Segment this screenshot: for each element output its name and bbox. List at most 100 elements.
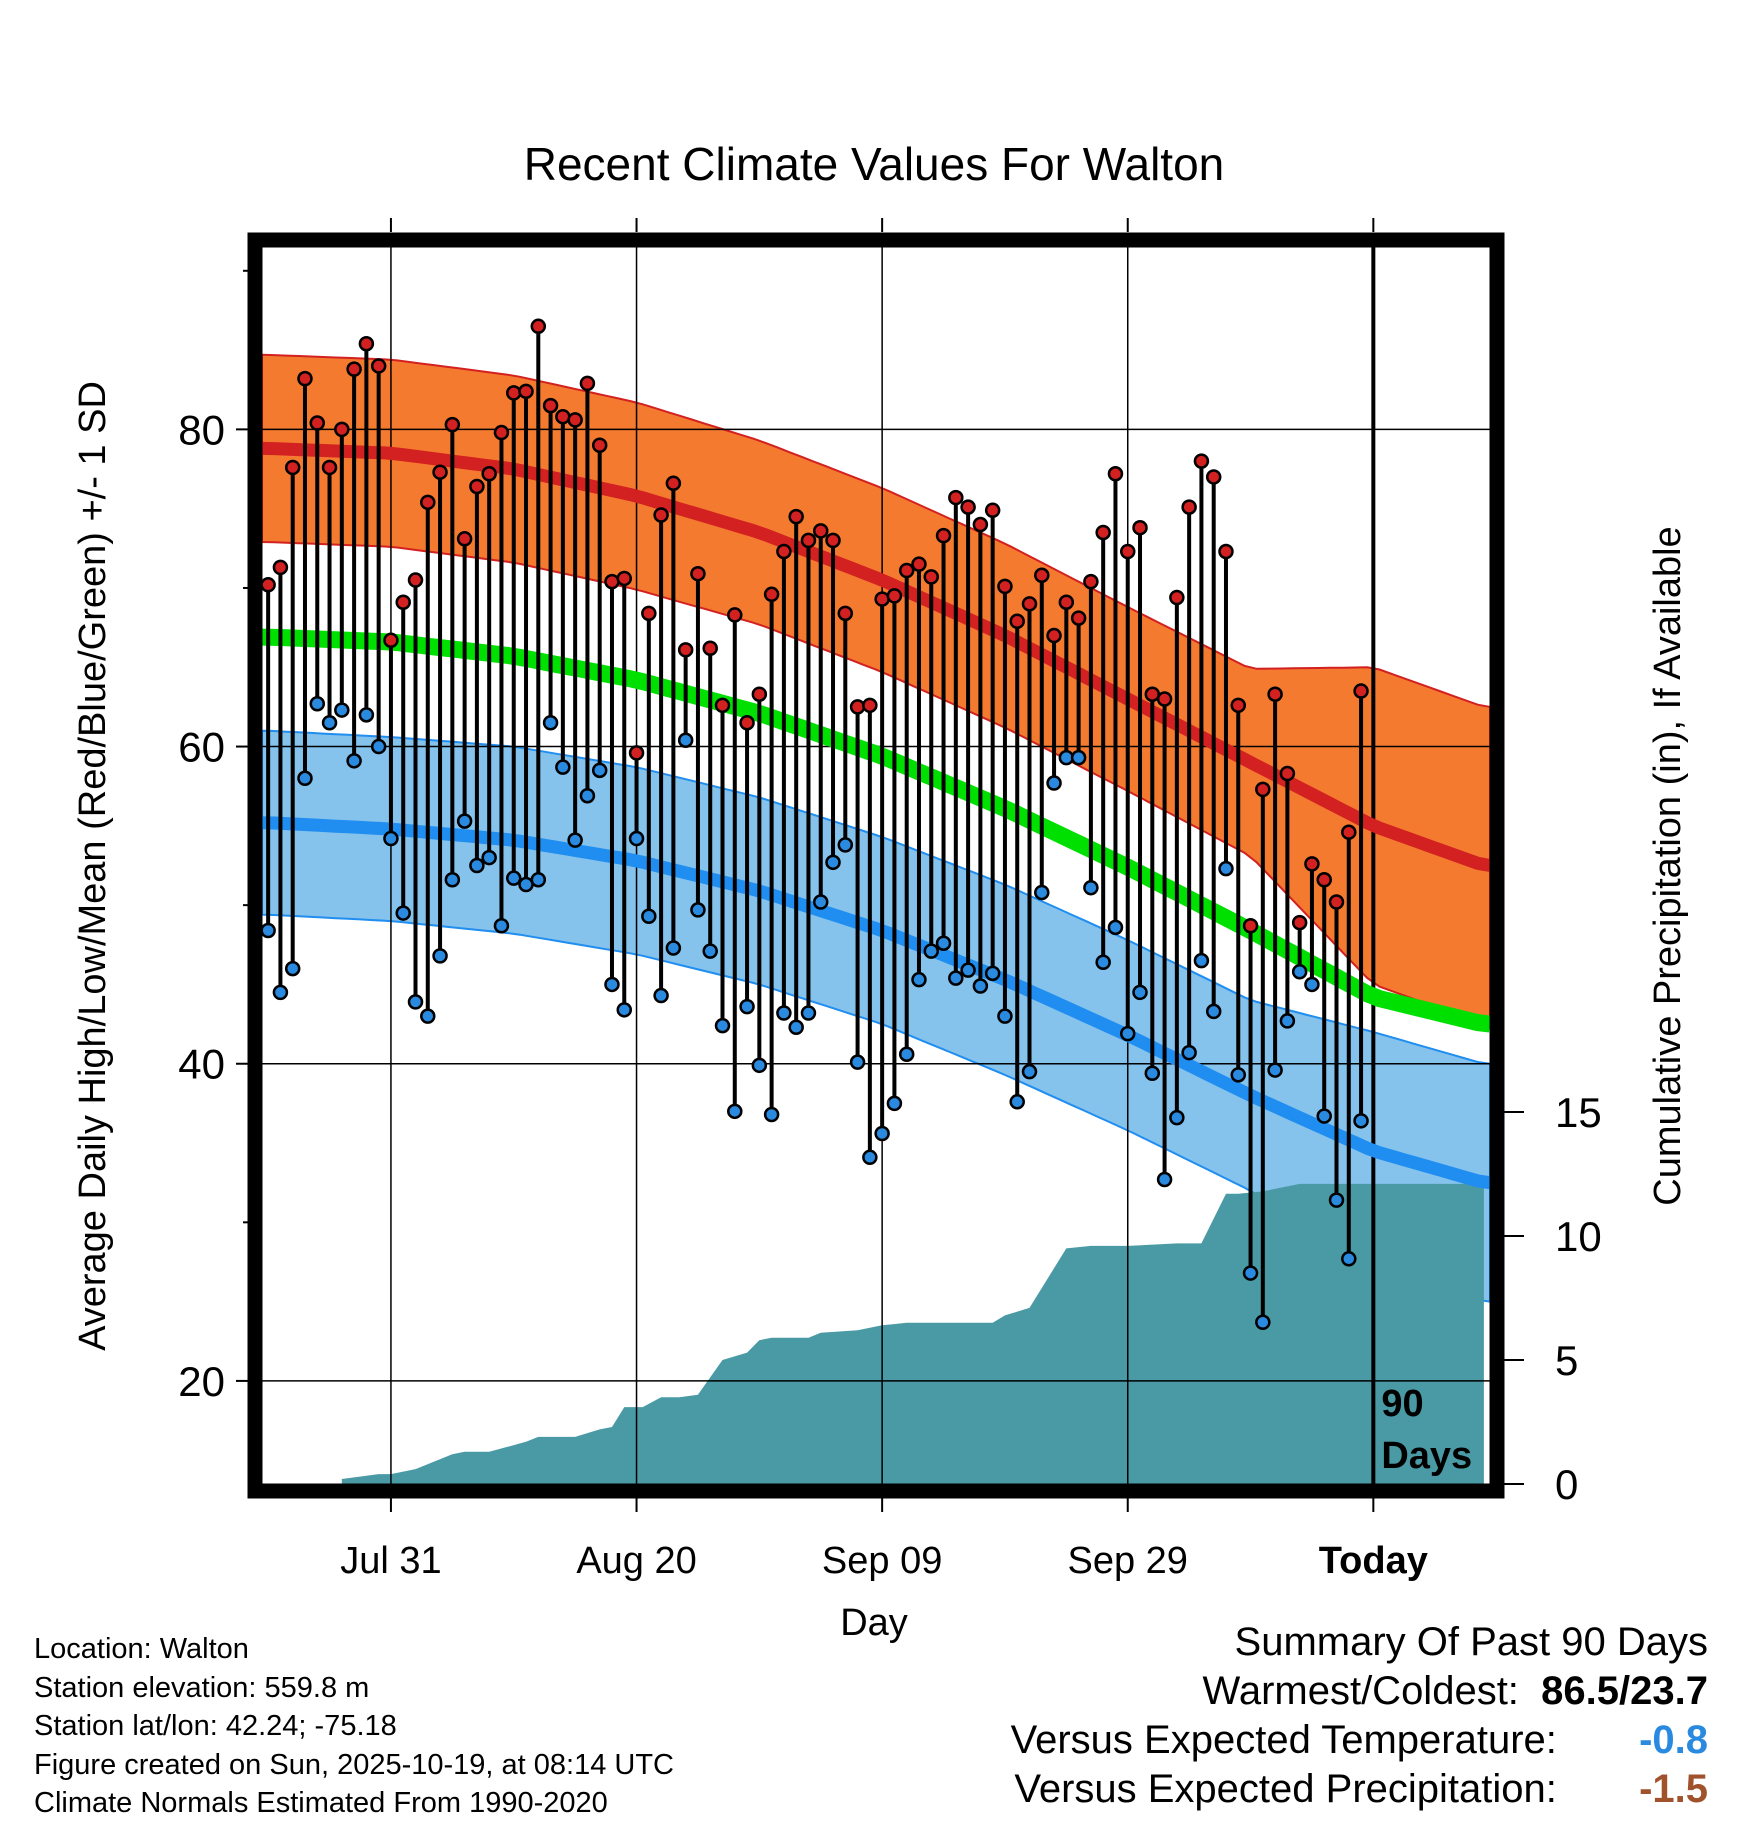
daily-low-point [1291, 964, 1308, 980]
daily-high-point [358, 335, 375, 352]
daily-low-point [788, 1019, 804, 1036]
temp-departure-value: -0.8 [1639, 1718, 1708, 1762]
daily-low-point [690, 902, 706, 918]
daily-high-point [456, 531, 473, 547]
daily-low-point [493, 918, 510, 934]
daily-low-point [702, 943, 718, 959]
y2-axis-label: Cumulative Precipitation (in), If Availa… [1647, 526, 1689, 1205]
daily-low-point [481, 849, 497, 866]
daily-low-point [997, 1008, 1013, 1024]
daily-high-point [776, 543, 792, 560]
daily-low-point [641, 908, 657, 924]
warmest-value: 86.5 [1541, 1669, 1620, 1713]
daily-low-point [898, 1046, 915, 1062]
daily-high-point [309, 415, 326, 431]
daily-high-point [1279, 765, 1296, 782]
daily-high-point [825, 532, 841, 549]
daily-low-point [1230, 1067, 1247, 1083]
daily-low-point [960, 962, 976, 978]
daily-low-point [370, 738, 387, 755]
y-axis-label: Average Daily High/Low/Mean (Red/Blue/Gr… [72, 381, 114, 1351]
daily-high-point [1242, 918, 1259, 934]
daily-high-point [1132, 519, 1148, 536]
daily-high-point [334, 421, 350, 438]
daily-high-point [1353, 683, 1369, 699]
daily-low-point [1341, 1251, 1357, 1267]
daily-high-point [567, 412, 583, 428]
daily-high-point [1267, 686, 1283, 702]
daily-high-point [1193, 453, 1210, 469]
daily-low-point [1009, 1094, 1025, 1110]
daily-high-point [444, 416, 461, 433]
low-normal-line [261, 816, 1491, 1190]
daily-high-point [690, 565, 706, 582]
daily-low-point [542, 715, 559, 731]
daily-low-point [604, 976, 620, 993]
daily-high-point [1205, 469, 1222, 485]
daily-high-point [628, 745, 645, 761]
latlon-text: Station lat/lon: 42.24; -75.18 [34, 1710, 397, 1742]
daily-high-point [272, 559, 289, 576]
daily-high-point [407, 572, 424, 588]
normals-text: Climate Normals Estimated From 1990-2020 [34, 1787, 608, 1819]
daily-high-point [395, 594, 411, 610]
daily-low-point [1119, 1025, 1136, 1042]
daily-low-point [555, 759, 571, 775]
mean-normal-line [261, 628, 1492, 1033]
daily-high-point [948, 489, 964, 506]
daily-high-point [886, 588, 903, 604]
daily-high-point [1304, 856, 1320, 872]
daily-low-point [456, 813, 473, 829]
daily-high-point [800, 532, 817, 549]
warmest-coldest-row: Warmest/Coldest: 86.5/23.7 [1202, 1669, 1708, 1713]
daily-low-point [984, 965, 1001, 982]
daily-low-point [272, 984, 289, 1001]
x-tick-label: Sep 29 [1068, 1540, 1188, 1582]
summary-title: Summary Of Past 90 Days [1234, 1620, 1708, 1664]
daily-high-point [493, 424, 510, 441]
daily-low-point [849, 1054, 866, 1070]
daily-low-point [1255, 1314, 1271, 1330]
daily-high-point [1095, 524, 1111, 541]
temp-departure-label: Versus Expected Temperature: [1010, 1718, 1557, 1762]
daily-high-point [702, 640, 718, 656]
daily-low-point [358, 707, 375, 723]
daily-high-point [1341, 824, 1357, 840]
daily-low-point [1316, 1108, 1332, 1124]
daily-low-point [346, 753, 362, 769]
daily-low-point [1205, 1003, 1222, 1020]
precip-area [268, 1183, 1484, 1484]
daily-high-point [788, 508, 804, 525]
daily-low-point [530, 872, 547, 888]
daily-low-point [309, 695, 326, 712]
daily-high-point [321, 459, 338, 476]
daily-high-point [530, 318, 547, 335]
x-tick-label: Jul 31 [340, 1540, 441, 1582]
daily-low-point [432, 948, 448, 964]
daily-high-point [1034, 567, 1050, 584]
daily-high-point [1291, 914, 1308, 931]
daily-low-point [395, 905, 411, 921]
daily-low-point [1034, 884, 1050, 901]
daily-high-point [346, 361, 362, 377]
daily-high-point [1230, 697, 1247, 714]
daily-high-point [542, 397, 559, 414]
daily-high-point [1169, 589, 1185, 606]
daily-low-point [444, 872, 461, 888]
daily-low-point [297, 770, 313, 787]
daily-low-point [579, 787, 596, 804]
y2-tick-label: 5 [1555, 1337, 1578, 1384]
coldest-value: 23.7 [1630, 1669, 1708, 1713]
daily-high-point [1070, 610, 1087, 626]
station-info: Location: Walton Station elevation: 559.… [34, 1630, 674, 1823]
y-tick-label: 80 [178, 406, 225, 453]
daily-low-point [420, 1008, 436, 1024]
daily-low-point [591, 762, 608, 779]
daily-high-point [874, 591, 890, 607]
daily-low-point [1083, 879, 1099, 896]
daily-low-point [812, 894, 829, 910]
daily-low-point [714, 1017, 731, 1034]
daily-high-point [898, 562, 915, 579]
daily-low-point [972, 978, 989, 994]
daily-high-point [997, 578, 1013, 595]
